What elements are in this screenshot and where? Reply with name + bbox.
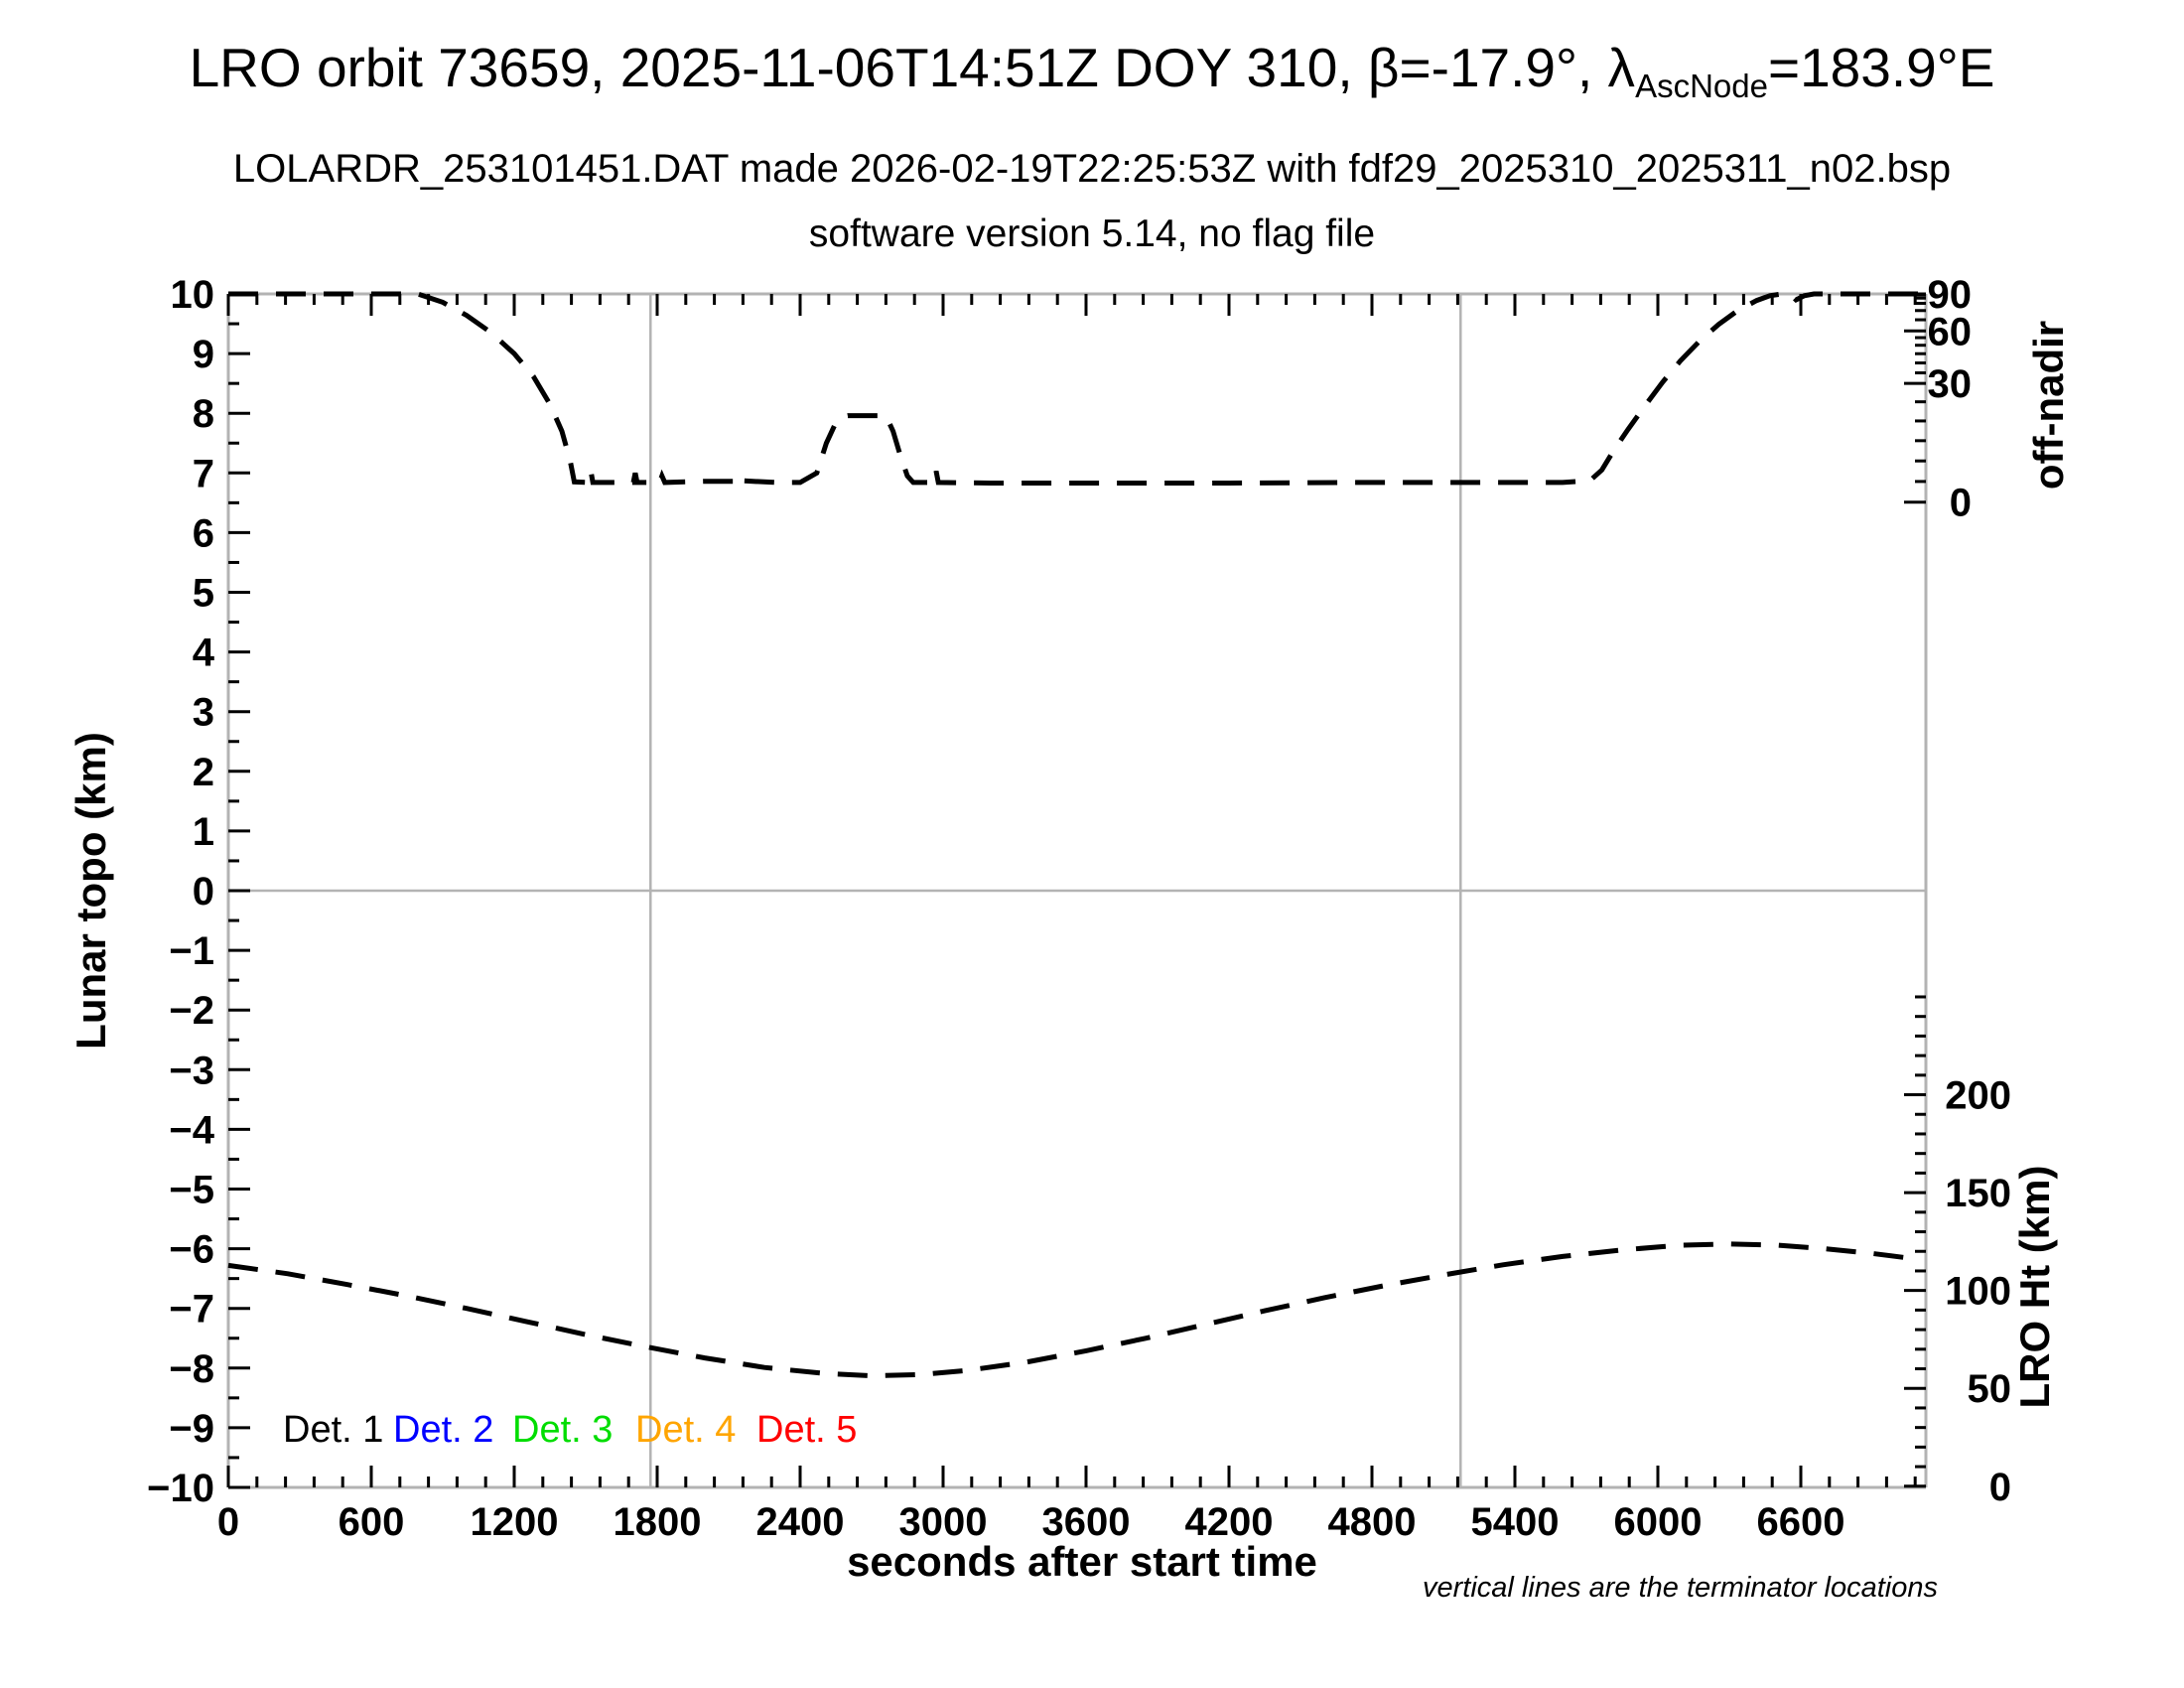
lro-ht-axis-title: LRO Ht (km)	[2011, 1166, 2058, 1409]
x-tick-label: 1800	[614, 1500, 702, 1544]
y-tick-label: −3	[169, 1049, 214, 1092]
terminator-footnote: vertical lines are the terminator locati…	[1423, 1572, 1938, 1604]
y-tick-label: 3	[193, 691, 214, 735]
x-tick-label: 2400	[756, 1500, 845, 1544]
lro-ht-tick-label: 150	[1945, 1172, 2011, 1215]
y-tick-label: −5	[169, 1169, 214, 1212]
y-tick-label: 8	[193, 392, 214, 436]
figure-title-main: LRO orbit 73659, 2025-11-06T14:51Z DOY 3…	[189, 37, 1636, 98]
y-tick-label: −4	[169, 1108, 214, 1152]
y-tick-label: 9	[193, 333, 214, 376]
x-tick-label: 4200	[1185, 1500, 1274, 1544]
y-tick-label: 6	[193, 511, 214, 555]
x-tick-label: 0	[217, 1500, 239, 1544]
figure-subtitle-version: software version 5.14, no flag file	[808, 212, 1376, 255]
y-tick-label: −6	[169, 1228, 214, 1272]
offnadir-tick-label: 0	[1950, 482, 1972, 525]
legend-item-det-5: Det. 5	[756, 1409, 857, 1451]
y-tick-label: 10	[171, 273, 215, 317]
y-tick-label: −2	[169, 989, 214, 1033]
legend-item-det-3: Det. 3	[512, 1409, 613, 1451]
lro-height-curve	[227, 1241, 1911, 1379]
off-nadir-curve	[228, 291, 1925, 486]
axis-tick-labels: 0 600 1200 1800 2400 3000 3600 4200 4800 5400 6000…	[147, 273, 2011, 1544]
legend-item-det-1: Det. 1	[283, 1409, 383, 1451]
x-axis-title: seconds after start time	[847, 1538, 1317, 1585]
x-tick-label: 3000	[899, 1500, 988, 1544]
x-tick-label: 6000	[1614, 1500, 1703, 1544]
lro-ht-tick-label: 50	[1968, 1367, 2012, 1411]
y-tick-label: −7	[169, 1288, 214, 1332]
y-tick-label: 1	[193, 810, 214, 854]
y-tick-label: 2	[193, 751, 214, 794]
figure-title: LRO orbit 73659, 2025-11-06T14:51Z DOY 3…	[0, 36, 2184, 104]
x-tick-label: 1200	[471, 1500, 559, 1544]
y-tick-label: −8	[169, 1347, 214, 1391]
figure-title-subscript: AscNode	[1635, 67, 1768, 104]
x-tick-label: 5400	[1471, 1500, 1560, 1544]
gridlines	[228, 294, 1926, 1487]
offnadir-tick-label: 30	[1928, 362, 1973, 406]
y-tick-label: 7	[193, 452, 214, 495]
y-tick-label: 0	[193, 870, 214, 914]
offnadir-axis-title: off-nadir	[2025, 321, 2072, 490]
legend-item-det-2: Det. 2	[393, 1409, 493, 1451]
plot-frame	[226, 292, 1928, 1489]
legend: Det. 1 Det. 2 Det. 3 Det. 4 Det. 5	[283, 1409, 857, 1451]
x-tick-label: 6600	[1757, 1500, 1845, 1544]
y-tick-label: 4	[193, 632, 215, 675]
lro-ht-tick-label: 0	[1989, 1466, 2011, 1509]
legend-item-det-4: Det. 4	[635, 1409, 736, 1451]
y-tick-label: 5	[193, 572, 214, 616]
x-tick-label: 3600	[1042, 1500, 1131, 1544]
x-tick-label: 4800	[1328, 1500, 1417, 1544]
offnadir-tick-label: 90	[1928, 273, 1973, 317]
lro-ht-tick-label: 100	[1945, 1270, 2011, 1314]
x-tick-label: 600	[339, 1500, 405, 1544]
y-tick-label: −9	[169, 1407, 214, 1451]
figure-subtitle-file: LOLARDR_253101451.DAT made 2026-02-19T22…	[232, 147, 1952, 191]
lro-ht-tick-label: 200	[1945, 1074, 2011, 1118]
axis-ticks	[226, 292, 1926, 1489]
y-axis-title: Lunar topo (km)	[68, 732, 114, 1050]
y-tick-label: −10	[147, 1467, 214, 1510]
y-tick-label: −1	[169, 929, 214, 973]
figure-title-suffix: =183.9°E	[1767, 37, 1995, 98]
offnadir-tick-label: 60	[1928, 310, 1973, 353]
data-curves	[227, 291, 1925, 1379]
